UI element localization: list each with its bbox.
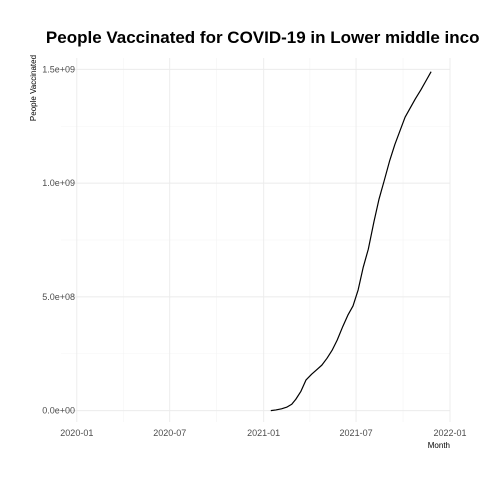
chart-title: People Vaccinated for COVID-19 in Lower … [46,28,480,47]
series-line [270,71,432,412]
y-tick-label: 1.0e+09 [42,178,75,188]
x-tick-label: 2021-07 [340,428,373,438]
x-tick-label: 2022-01 [433,428,466,438]
x-axis-label: Month [428,441,450,450]
y-axis-label: People Vaccinated [29,55,38,121]
x-tick-label: 2021-01 [247,428,280,438]
y-axis-ticks: 0.0e+00 5.0e+08 1.0e+09 1.5e+09 [42,64,75,415]
x-tick-label: 2020-01 [60,428,93,438]
y-tick-label: 5.0e+08 [42,292,75,302]
grid [61,58,451,422]
x-tick-label: 2020-07 [153,428,186,438]
y-tick-label: 1.5e+09 [42,64,75,74]
y-tick-label: 0.0e+00 [42,406,75,416]
x-axis-ticks: 2020-01 2020-07 2021-01 2021-07 2022-01 [60,428,466,438]
